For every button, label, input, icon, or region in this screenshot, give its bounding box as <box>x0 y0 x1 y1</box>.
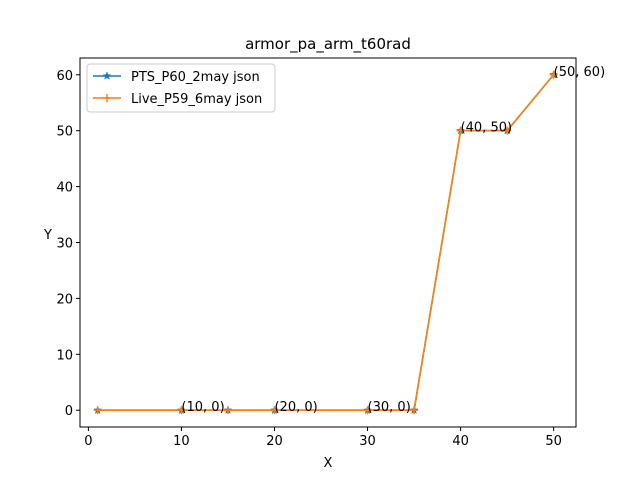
series-2-point <box>456 126 465 135</box>
data-label-4: (40, 50) <box>461 121 513 136</box>
plot-frame <box>79 57 577 428</box>
x-tick-label-50: 50 <box>545 434 562 449</box>
legend-box <box>86 63 276 113</box>
series-2-point <box>503 126 512 135</box>
series-2-point <box>270 406 279 415</box>
chart-title: armor_pa_arm_t60rad <box>245 35 411 54</box>
y-tick-label-40: 40 <box>56 181 73 196</box>
x-tick-label-10: 10 <box>173 434 190 449</box>
x-tick-label-40: 40 <box>452 434 469 449</box>
y-tick-label-20: 20 <box>56 292 73 307</box>
series-2-point <box>410 406 419 415</box>
legend: PTS_P60_2may json Live_P59_6may json <box>86 63 276 113</box>
x-axis-label: X <box>324 456 333 471</box>
legend-marker-2 <box>103 94 111 102</box>
data-label-1: (10, 0) <box>181 400 224 415</box>
data-label-5: (50, 60) <box>554 65 606 80</box>
series-2 <box>93 70 558 415</box>
legend-label-2: Live_P59_6may json <box>131 92 262 107</box>
series-layer <box>93 70 559 415</box>
y-tick-label-50: 50 <box>56 125 73 140</box>
annotation-layer: (10, 0) (20, 0) (30, 0) (40, 50) (50, 60) <box>181 65 605 415</box>
series-2-point <box>223 406 232 415</box>
plot-area <box>80 58 576 427</box>
data-label-3: (30, 0) <box>368 400 411 415</box>
x-tick-label-0: 0 <box>84 434 92 449</box>
x-tick-label-30: 30 <box>359 434 376 449</box>
y-tick-label-30: 30 <box>56 237 73 252</box>
series-2-point <box>93 406 102 415</box>
y-tick-label-0: 0 <box>65 404 73 419</box>
axis-ticks: 0 10 20 30 40 50 0 10 20 30 40 50 60 <box>56 69 561 449</box>
legend-label-1: PTS_P60_2may json <box>131 70 260 85</box>
y-tick-label-10: 10 <box>56 348 73 363</box>
series-2-point <box>549 70 558 79</box>
series-2-point <box>363 406 372 415</box>
x-tick-label-20: 20 <box>266 434 283 449</box>
y-axis-label: Y <box>43 228 52 243</box>
legend-marker-1 <box>102 71 112 80</box>
series-2-point <box>177 406 186 415</box>
y-tick-label-60: 60 <box>56 69 73 84</box>
data-label-2: (20, 0) <box>274 400 317 415</box>
